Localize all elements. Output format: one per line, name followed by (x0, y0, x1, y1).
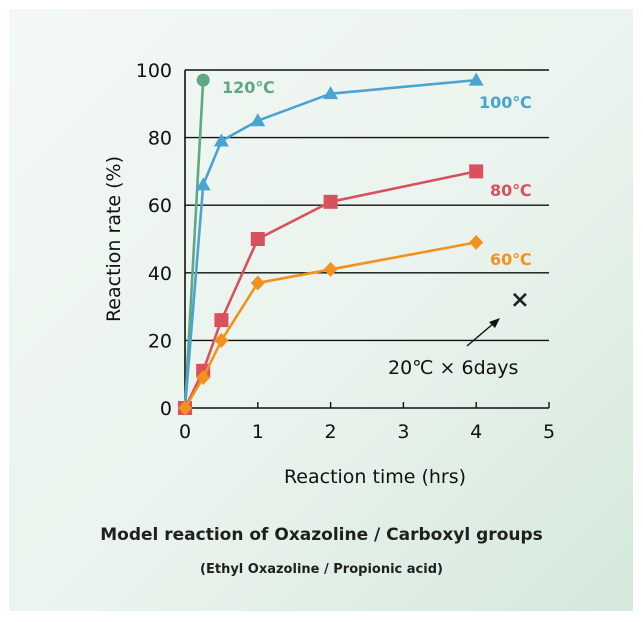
series-line-1 (183, 78, 477, 409)
data-point-3-3 (250, 275, 265, 291)
y-tick-label-40: 40 (148, 263, 172, 285)
series-group (177, 72, 527, 416)
data-point-2-5 (469, 164, 484, 179)
series-label-2: 80℃ (490, 181, 532, 200)
data-point-2-2 (214, 313, 229, 328)
chart-panel (9, 9, 633, 611)
data-point-3-2 (214, 332, 229, 348)
x-tick-label-1: 1 (252, 421, 264, 443)
x-tick-label-4: 4 (470, 421, 482, 443)
y-tick-label-80: 80 (148, 128, 172, 150)
axes: 0 20 40 60 80 100 0 1 2 3 4 5 Reaction time (hrs) Rea… (103, 60, 555, 488)
annotation-arrow-head (489, 318, 500, 328)
x-tick-label-5: 5 (543, 421, 555, 443)
data-point-2-3 (250, 232, 265, 246)
data-point-3-0 (178, 400, 192, 416)
series-label-3: 60℃ (490, 250, 532, 269)
grid (185, 69, 549, 342)
x-tick-label-2: 2 (325, 421, 337, 443)
data-point-3-1 (196, 370, 211, 386)
caption-subtitle: (Ethyl Oxazoline / Propionic acid) (200, 562, 443, 577)
series-line-3 (183, 241, 477, 409)
y-tick-label-0: 0 (160, 398, 172, 420)
series-label-0: 120℃ (222, 78, 275, 97)
series-line-0 (183, 80, 205, 409)
cross-marker-b (512, 292, 527, 307)
labels-group: 120℃ 100℃ 80℃ 60℃ 20℃ × 6days (222, 78, 532, 379)
series-3 (178, 234, 484, 416)
y-axis-title: Reaction rate (%) (103, 156, 125, 322)
y-tick-label-20: 20 (148, 330, 172, 352)
caption-title: Model reaction of Oxazoline / Carboxyl g… (100, 525, 543, 545)
x-axis-title: Reaction time (hrs) (284, 466, 466, 488)
x-tick-label-0: 0 (179, 421, 191, 443)
data-point-2-4 (323, 194, 338, 209)
annotation-arrow-shaft (466, 322, 495, 347)
data-point-1-3 (250, 113, 266, 127)
y-tick-label-100: 100 (136, 60, 172, 82)
series-label-1: 100℃ (479, 93, 532, 112)
data-point-1-4 (323, 86, 339, 100)
data-point-1-2 (213, 133, 229, 147)
data-point-3-4 (323, 261, 338, 277)
y-tick-label-60: 60 (148, 195, 172, 217)
data-point-3-5 (469, 234, 484, 250)
data-point-0-1 (196, 73, 210, 87)
x-tick-label-3: 3 (397, 421, 409, 443)
data-point-1-1 (195, 177, 211, 191)
annotation-label: 20℃ × 6days (388, 357, 518, 379)
data-point-1-5 (468, 72, 484, 86)
